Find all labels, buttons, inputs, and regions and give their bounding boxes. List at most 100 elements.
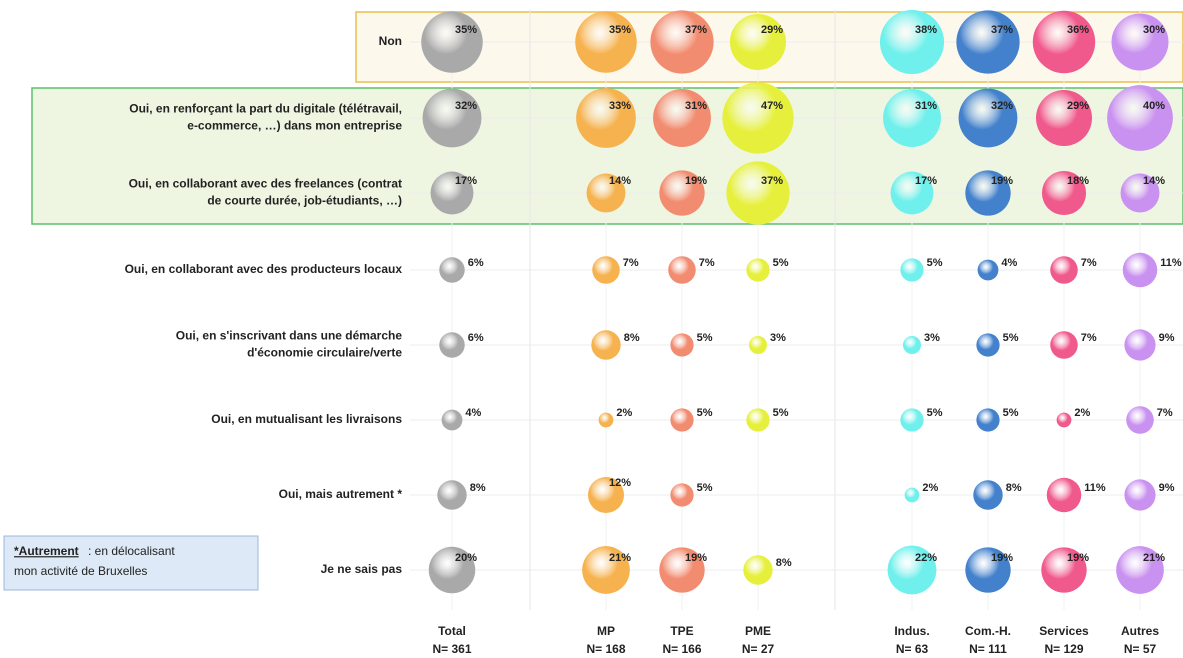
value-label: 30% <box>1143 24 1165 36</box>
bubble <box>722 82 794 154</box>
bubble <box>748 335 768 355</box>
bubble <box>977 259 999 281</box>
value-label: 7% <box>1081 257 1097 269</box>
column-n: N= 63 <box>896 642 929 656</box>
column-n: N= 129 <box>1044 642 1083 656</box>
bubble <box>958 88 1018 148</box>
value-label: 5% <box>1003 332 1019 344</box>
note-term: *Autrement <box>14 544 79 558</box>
bubble <box>956 10 1020 74</box>
bubble <box>1056 412 1072 428</box>
column-n: N= 166 <box>662 642 701 656</box>
bubble <box>586 173 626 213</box>
bubble <box>428 546 476 594</box>
bubble <box>965 170 1011 216</box>
value-label: 19% <box>1067 552 1089 564</box>
value-label: 38% <box>915 24 937 36</box>
value-label: 9% <box>1159 482 1175 494</box>
value-label: 5% <box>773 257 789 269</box>
column-label: Autres <box>1121 624 1159 638</box>
bubble <box>1124 329 1156 361</box>
value-label: 35% <box>609 24 631 36</box>
value-label: 31% <box>915 100 937 112</box>
bubble <box>659 547 705 593</box>
bubble <box>437 480 467 510</box>
bubble <box>1041 170 1087 216</box>
value-label: 5% <box>773 407 789 419</box>
column-label: PME <box>745 624 771 638</box>
bubble <box>592 256 620 284</box>
bubble <box>887 545 937 595</box>
value-label: 29% <box>1067 100 1089 112</box>
value-label: 11% <box>1084 482 1106 494</box>
value-label: 2% <box>922 482 938 494</box>
value-label: 5% <box>1003 407 1019 419</box>
row-label: Je ne sais pas <box>321 562 403 576</box>
value-label: 19% <box>685 552 707 564</box>
bubble <box>653 89 711 147</box>
bubble <box>575 11 637 73</box>
value-label: 8% <box>1006 482 1022 494</box>
value-label: 5% <box>697 332 713 344</box>
row-label: Oui, en collaborant avec des producteurs… <box>125 262 403 276</box>
value-label: 32% <box>991 100 1013 112</box>
bubble <box>1050 331 1078 359</box>
bubble <box>883 89 941 147</box>
bubble <box>729 13 787 71</box>
bubble <box>879 9 945 75</box>
bubble <box>430 171 474 215</box>
value-label: 6% <box>468 332 484 344</box>
bubble <box>746 408 770 432</box>
bubble <box>441 409 463 431</box>
bubble <box>1111 13 1169 71</box>
value-label: 8% <box>776 557 792 569</box>
row-label: d'économie circulaire/verte <box>247 346 402 360</box>
value-label: 20% <box>455 552 477 564</box>
value-label: 18% <box>1067 175 1089 187</box>
value-label: 5% <box>697 482 713 494</box>
value-label: 36% <box>1067 24 1089 36</box>
value-label: 29% <box>761 24 783 36</box>
note-box <box>3 535 259 591</box>
value-label: 19% <box>991 175 1013 187</box>
row-label: Oui, en collaborant avec des freelances … <box>129 177 402 191</box>
row-label: Non <box>379 34 402 48</box>
value-label: 3% <box>770 332 786 344</box>
value-label: 8% <box>470 482 486 494</box>
bubble <box>659 170 705 216</box>
value-label: 11% <box>1160 257 1182 269</box>
column-n: N= 27 <box>742 642 775 656</box>
value-label: 14% <box>1143 175 1165 187</box>
value-label: 47% <box>761 100 783 112</box>
bubble <box>439 257 465 283</box>
column-n: N= 111 <box>969 642 1007 656</box>
value-label: 7% <box>1081 332 1097 344</box>
bubble <box>965 547 1011 593</box>
bubble <box>421 11 483 73</box>
value-label: 19% <box>991 552 1013 564</box>
bubble <box>900 408 924 432</box>
bubble <box>890 171 934 215</box>
value-label: 3% <box>924 332 940 344</box>
bubble <box>598 412 614 428</box>
bubble <box>1116 546 1164 594</box>
value-label: 17% <box>915 175 937 187</box>
value-label: 2% <box>1074 407 1090 419</box>
column-n: N= 361 <box>432 642 471 656</box>
bubble <box>900 258 924 282</box>
bubble <box>576 88 636 148</box>
bubble <box>1124 479 1156 511</box>
row-label: Oui, en mutualisant les livraisons <box>211 412 402 426</box>
bubble <box>1050 256 1078 284</box>
column-label: MP <box>597 624 615 638</box>
column-label: Indus. <box>894 624 929 638</box>
bubble <box>591 330 621 360</box>
bubble <box>1032 10 1096 74</box>
row-label: Oui, mais autrement * <box>279 487 403 501</box>
value-label: 31% <box>685 100 707 112</box>
column-label: Com.-H. <box>965 624 1011 638</box>
value-label: 37% <box>991 24 1013 36</box>
bubble <box>670 408 694 432</box>
value-label: 4% <box>465 407 481 419</box>
